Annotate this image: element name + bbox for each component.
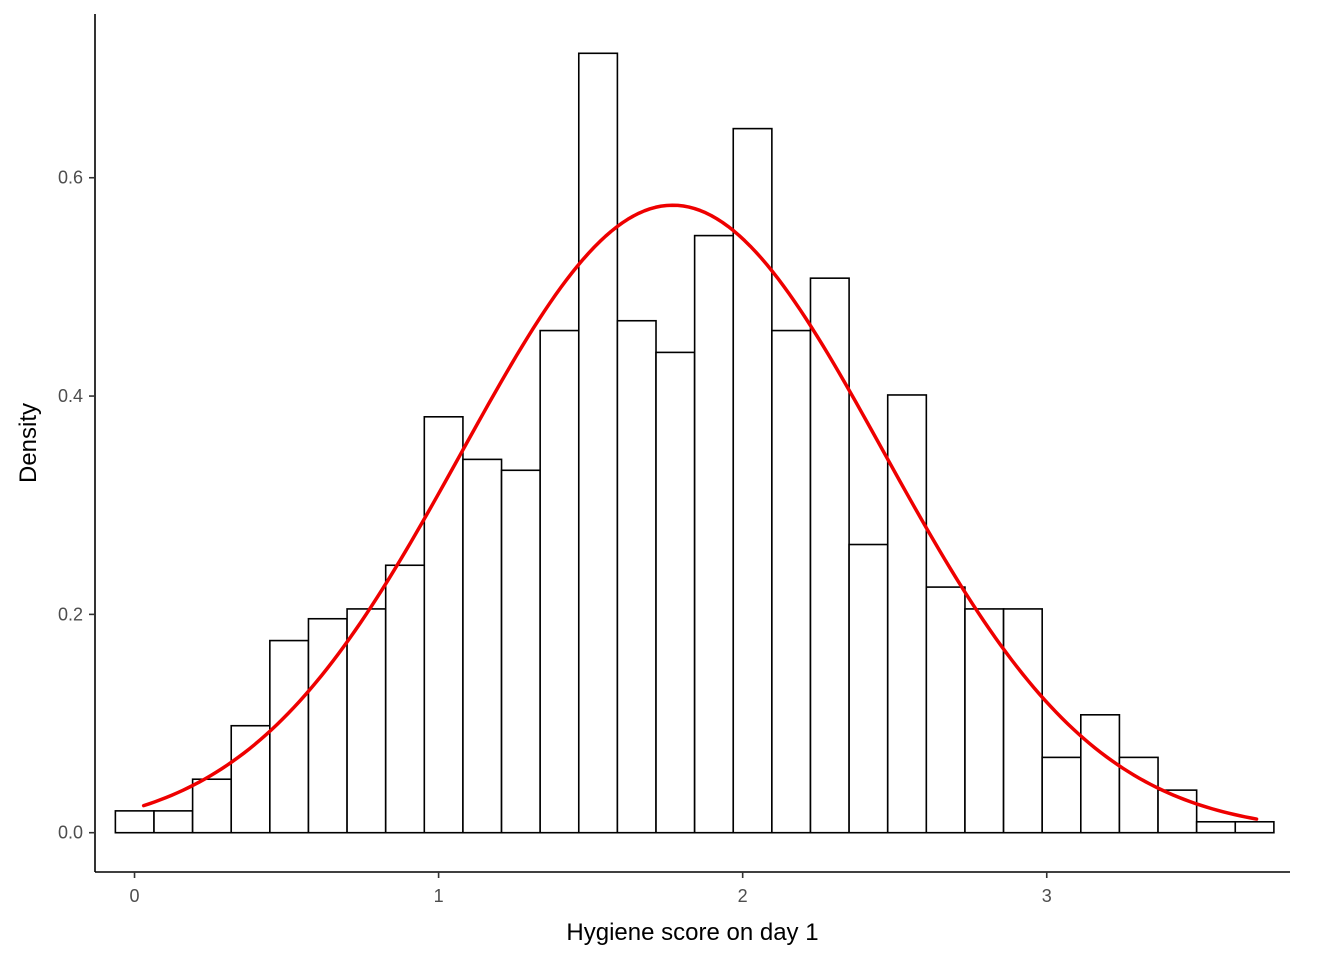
y-tick-label: 0.4 <box>58 386 83 406</box>
y-axis-title: Density <box>15 403 42 483</box>
histogram-bar <box>462 458 503 834</box>
histogram-bar <box>577 52 619 834</box>
histogram-bar <box>423 416 464 834</box>
histogram-bar <box>191 778 233 834</box>
histogram-bar <box>346 608 387 834</box>
histogram-bar <box>771 329 812 834</box>
histogram-bar <box>1195 820 1237 834</box>
histogram-bar <box>153 810 194 834</box>
histogram-bar <box>114 810 155 834</box>
x-tick-label: 2 <box>738 886 748 906</box>
histogram-bar <box>230 724 271 834</box>
x-axis-title: Hygiene score on day 1 <box>566 919 818 946</box>
histogram-bar <box>269 639 310 834</box>
histogram-bar <box>925 586 966 834</box>
histogram-bar <box>1002 608 1043 834</box>
histogram-bar <box>886 394 928 834</box>
y-tick-label: 0.0 <box>58 823 83 843</box>
histogram-bar <box>732 127 773 834</box>
x-axis-ticks: 0 1 2 3 <box>130 872 1052 906</box>
y-axis-ticks: 0.0 0.2 0.4 0.6 <box>58 168 95 843</box>
histogram-bar <box>1157 789 1198 834</box>
histogram-bar <box>809 277 850 834</box>
histogram-bar <box>539 329 580 834</box>
normal-density-curve <box>141 203 1259 821</box>
y-tick-label: 0.2 <box>58 604 83 624</box>
histogram-bar <box>500 469 541 834</box>
histogram-bar <box>1041 756 1082 834</box>
histogram-bar <box>384 564 426 834</box>
histogram-bar <box>655 351 696 834</box>
histogram-bar <box>307 617 348 834</box>
histogram-bars <box>114 52 1275 834</box>
histogram-bar <box>848 543 889 834</box>
histogram-bar <box>693 234 735 834</box>
histogram-bar <box>964 608 1005 834</box>
histogram-bar <box>616 319 657 834</box>
histogram-bar <box>1079 714 1121 834</box>
x-tick-label: 0 <box>130 886 140 906</box>
x-tick-label: 3 <box>1042 886 1052 906</box>
histogram-bar <box>1234 820 1275 834</box>
x-tick-label: 1 <box>434 886 444 906</box>
y-tick-label: 0.6 <box>58 168 83 188</box>
